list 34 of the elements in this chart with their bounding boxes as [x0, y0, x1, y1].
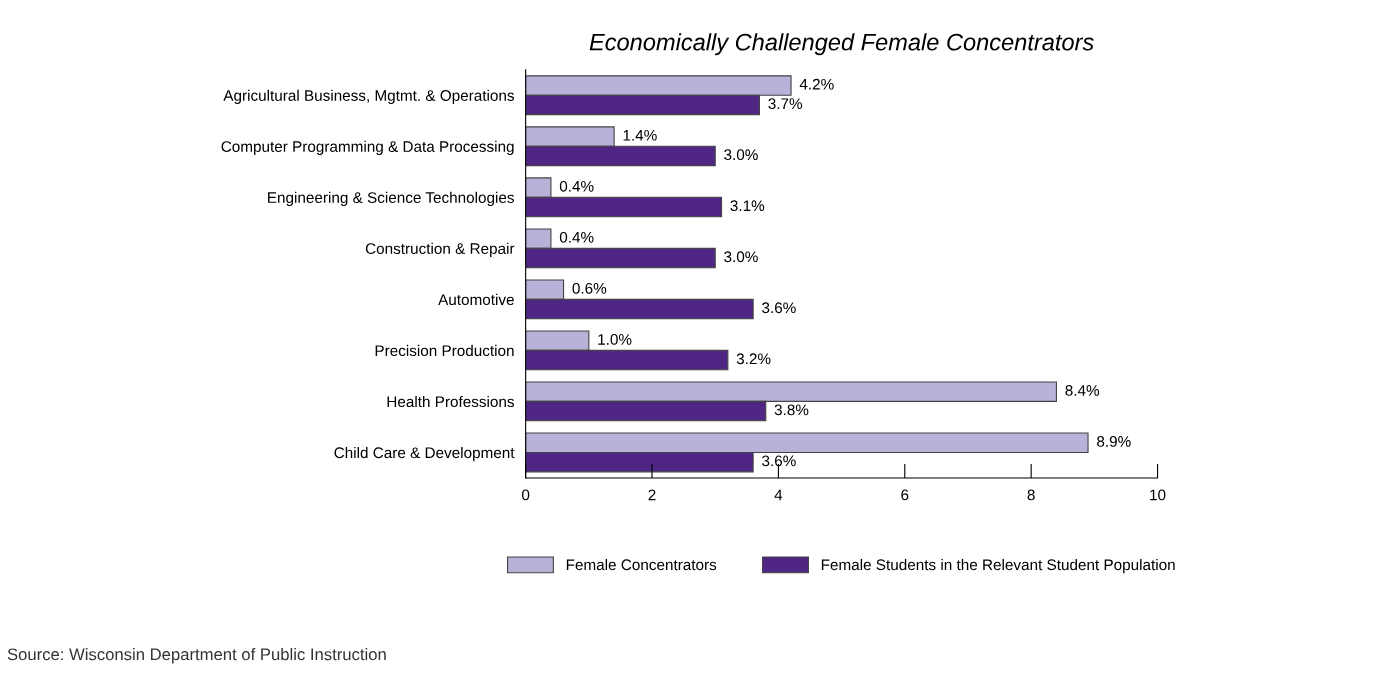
data-label: 3.6%	[762, 455, 796, 467]
source-note: Source: Wisconsin Department of Public Instruction	[7, 648, 386, 664]
data-label: 3.1%	[730, 200, 765, 212]
y-tick-label: Precision Production	[375, 344, 514, 357]
data-label: 3.6%	[762, 302, 796, 314]
y-tick-label: Construction & Repair	[365, 242, 515, 258]
data-label: 3.8%	[774, 404, 809, 416]
data-label: 3.0%	[724, 149, 758, 161]
x-tick-label: 8	[1027, 489, 1035, 501]
x-tick-label: 10	[1150, 489, 1166, 501]
data-label: 0.6%	[572, 282, 607, 294]
x-tick-label: 2	[648, 489, 656, 501]
data-label: 8.9%	[1097, 436, 1131, 447]
legend-label: Female Students in the Relevant Student Population	[821, 558, 1175, 574]
data-label: 3.7%	[768, 98, 803, 110]
legend-label: Female Concentrators	[566, 558, 717, 571]
data-label: 0.4%	[559, 180, 594, 192]
data-label: 3.0%	[724, 251, 758, 263]
y-tick-label: Engineering & Science Technologies	[268, 191, 514, 207]
data-label: 1.0%	[598, 333, 632, 345]
y-tick-label: Health Professions	[387, 395, 514, 408]
x-tick-label: 0	[522, 489, 530, 501]
data-label: 8.4%	[1065, 385, 1100, 396]
y-tick-label: Child Care & Development	[334, 446, 515, 462]
data-label: 0.4%	[559, 231, 594, 243]
chart-title: Economically Challenged Female Concentrators	[589, 33, 1094, 56]
y-tick-label: Automotive	[438, 293, 514, 306]
x-tick-label: 4	[774, 489, 783, 501]
data-label: 3.2%	[736, 353, 771, 365]
y-tick-label: Computer Programming & Data Processing	[221, 140, 514, 155]
x-tick-label: 6	[901, 489, 909, 501]
data-label: 4.2%	[799, 78, 834, 90]
y-tick-label: Agricultural Business, Mgtmt. & Operations	[223, 89, 514, 104]
data-label: 1.4%	[623, 129, 657, 141]
